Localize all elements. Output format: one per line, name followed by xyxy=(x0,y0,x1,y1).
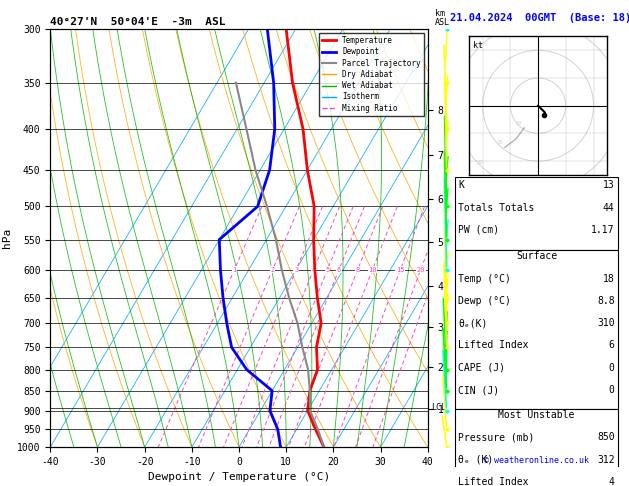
Text: 8.8: 8.8 xyxy=(597,296,615,306)
Legend: Temperature, Dewpoint, Parcel Trajectory, Dry Adiabat, Wet Adiabat, Isotherm, Mi: Temperature, Dewpoint, Parcel Trajectory… xyxy=(320,33,424,116)
Text: 0: 0 xyxy=(609,363,615,373)
Text: 10: 10 xyxy=(368,267,377,273)
Text: Lifted Index: Lifted Index xyxy=(459,477,529,486)
Text: 850: 850 xyxy=(597,433,615,442)
Text: 20: 20 xyxy=(416,267,425,273)
Text: kt: kt xyxy=(473,41,483,50)
Text: 40°27'N  50°04'E  -3m  ASL: 40°27'N 50°04'E -3m ASL xyxy=(50,17,226,27)
Text: 2: 2 xyxy=(270,267,275,273)
Y-axis label: hPa: hPa xyxy=(1,228,11,248)
Text: 18: 18 xyxy=(603,274,615,284)
Text: 310: 310 xyxy=(597,318,615,328)
Text: Dewp (°C): Dewp (°C) xyxy=(459,296,511,306)
Text: 30: 30 xyxy=(477,160,483,165)
Text: K: K xyxy=(459,180,464,191)
Text: Pressure (mb): Pressure (mb) xyxy=(459,433,535,442)
Text: LCL: LCL xyxy=(431,403,447,412)
Text: 4: 4 xyxy=(609,477,615,486)
Y-axis label: Mixing Ratio (g/kg): Mixing Ratio (g/kg) xyxy=(475,182,485,294)
Text: 5: 5 xyxy=(325,267,330,273)
Text: Lifted Index: Lifted Index xyxy=(459,341,529,350)
Bar xyxy=(455,250,618,409)
Text: 1: 1 xyxy=(232,267,237,273)
Text: Surface: Surface xyxy=(516,251,557,261)
Text: 6: 6 xyxy=(337,267,341,273)
Text: 3: 3 xyxy=(294,267,298,273)
Text: Temp (°C): Temp (°C) xyxy=(459,274,511,284)
Text: km
ASL: km ASL xyxy=(435,9,450,27)
Text: 6: 6 xyxy=(609,341,615,350)
Text: 1.17: 1.17 xyxy=(591,225,615,235)
X-axis label: Dewpoint / Temperature (°C): Dewpoint / Temperature (°C) xyxy=(148,472,330,483)
Text: 20: 20 xyxy=(496,140,503,145)
Bar xyxy=(455,409,618,486)
Text: 8: 8 xyxy=(355,267,360,273)
Text: PW (cm): PW (cm) xyxy=(459,225,499,235)
Text: Totals Totals: Totals Totals xyxy=(459,203,535,212)
Text: 44: 44 xyxy=(603,203,615,212)
Text: CIN (J): CIN (J) xyxy=(459,385,499,395)
Text: θₑ(K): θₑ(K) xyxy=(459,318,488,328)
Text: 4: 4 xyxy=(311,267,316,273)
Text: 13: 13 xyxy=(603,180,615,191)
Text: © weatheronline.co.uk: © weatheronline.co.uk xyxy=(484,456,589,465)
Text: 10: 10 xyxy=(516,121,522,126)
Text: 15: 15 xyxy=(396,267,404,273)
Text: 312: 312 xyxy=(597,455,615,465)
Text: Most Unstable: Most Unstable xyxy=(498,410,575,420)
Text: θₑ (K): θₑ (K) xyxy=(459,455,494,465)
Text: 0: 0 xyxy=(609,385,615,395)
Bar xyxy=(455,177,618,250)
Text: CAPE (J): CAPE (J) xyxy=(459,363,506,373)
Text: 21.04.2024  00GMT  (Base: 18): 21.04.2024 00GMT (Base: 18) xyxy=(450,13,629,23)
